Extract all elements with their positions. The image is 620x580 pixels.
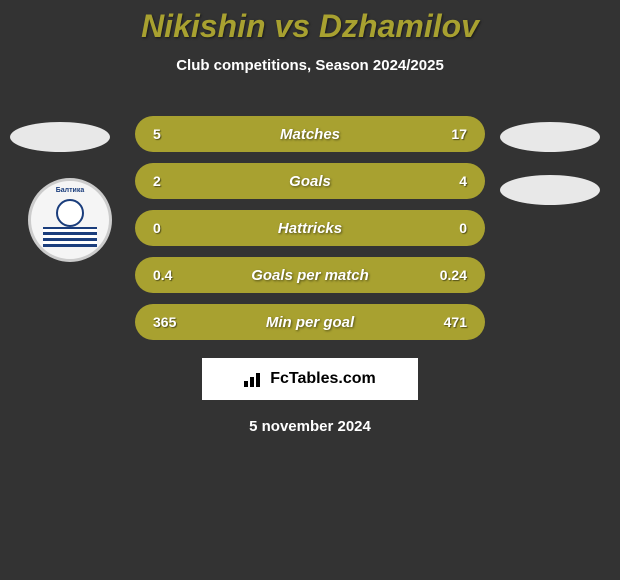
page-subtitle: Club competitions, Season 2024/2025: [0, 57, 620, 74]
stat-row: 0.4 Goals per match 0.24: [135, 257, 485, 293]
badge-ball-icon: [56, 199, 84, 227]
stat-right-value: 17: [451, 126, 467, 142]
stat-label: Matches: [280, 126, 340, 143]
chart-icon: [244, 371, 264, 387]
stat-row: 5 Matches 17: [135, 116, 485, 152]
stat-row: 2 Goals 4: [135, 163, 485, 199]
stat-label: Min per goal: [266, 314, 354, 331]
stat-left-value: 2: [153, 173, 161, 189]
player-right-avatar-2: [500, 175, 600, 205]
badge-waves-icon: [43, 227, 97, 247]
page-title: Nikishin vs Dzhamilov: [0, 0, 620, 45]
stat-left-value: 0.4: [153, 267, 172, 283]
stat-right-value: 471: [444, 314, 467, 330]
stat-label: Hattricks: [278, 220, 342, 237]
stat-label: Goals: [289, 173, 331, 190]
date-text: 5 november 2024: [0, 418, 620, 435]
stat-right-value: 4: [459, 173, 467, 189]
footer-banner: FcTables.com: [202, 358, 418, 400]
player-right-avatar-1: [500, 122, 600, 152]
badge-text: Балтика: [56, 187, 85, 194]
stat-row: 365 Min per goal 471: [135, 304, 485, 340]
stat-row: 0 Hattricks 0: [135, 210, 485, 246]
stat-left-value: 365: [153, 314, 176, 330]
club-badge: Балтика: [28, 178, 112, 262]
stat-left-value: 0: [153, 220, 161, 236]
player-left-avatar: [10, 122, 110, 152]
footer-brand: FcTables.com: [270, 370, 376, 388]
stat-label: Goals per match: [251, 267, 369, 284]
stat-right-value: 0.24: [440, 267, 467, 283]
stat-right-value: 0: [459, 220, 467, 236]
stat-left-value: 5: [153, 126, 161, 142]
